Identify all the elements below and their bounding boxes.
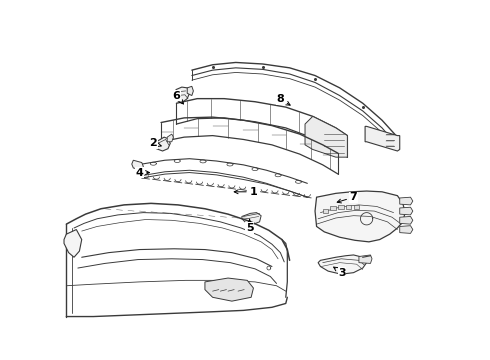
Polygon shape [359, 255, 372, 264]
Polygon shape [400, 216, 413, 224]
Text: 4: 4 [136, 167, 149, 177]
Text: 5: 5 [246, 220, 253, 233]
Polygon shape [167, 134, 173, 142]
Polygon shape [346, 205, 351, 209]
Polygon shape [400, 226, 413, 233]
Polygon shape [338, 205, 343, 209]
Polygon shape [323, 209, 328, 213]
Polygon shape [330, 206, 336, 210]
Text: 2: 2 [149, 138, 161, 148]
Polygon shape [365, 126, 400, 151]
Polygon shape [132, 160, 143, 170]
Polygon shape [242, 213, 261, 224]
Text: 8: 8 [276, 94, 290, 105]
Text: 3: 3 [334, 267, 346, 278]
Text: 7: 7 [337, 192, 357, 203]
Text: 1: 1 [234, 187, 257, 197]
Polygon shape [205, 278, 253, 301]
Polygon shape [400, 207, 413, 215]
Text: 6: 6 [172, 91, 183, 104]
Polygon shape [354, 205, 359, 209]
Polygon shape [174, 87, 190, 103]
Polygon shape [318, 255, 367, 274]
Polygon shape [187, 86, 194, 95]
Polygon shape [400, 197, 413, 205]
Polygon shape [315, 191, 405, 242]
Polygon shape [64, 230, 82, 257]
Polygon shape [154, 137, 171, 151]
Polygon shape [305, 116, 347, 157]
